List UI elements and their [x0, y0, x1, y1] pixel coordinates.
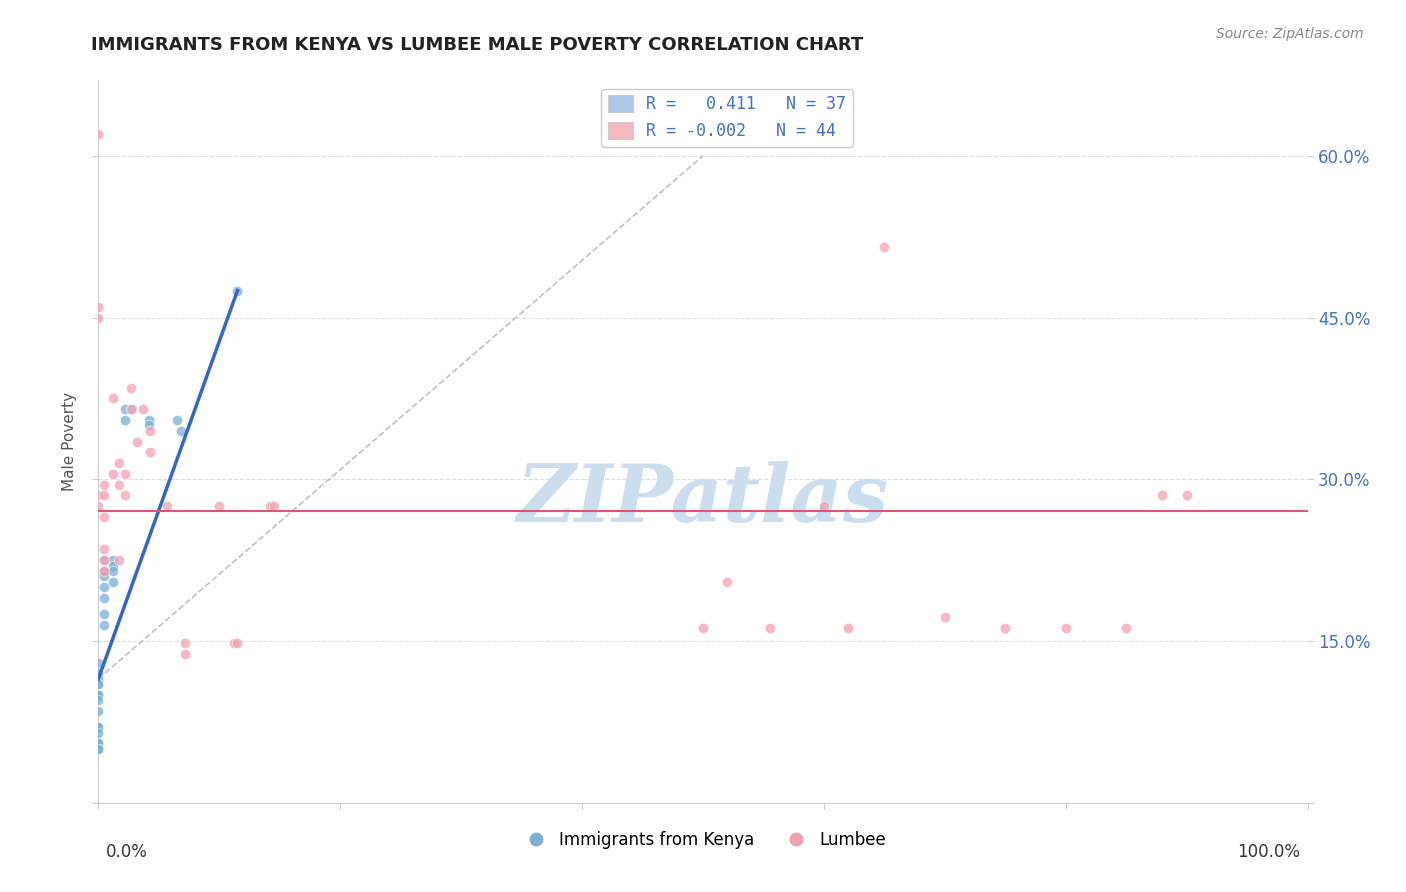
Point	[87, 500, 110, 514]
Point	[108, 456, 131, 470]
Point	[93, 553, 115, 567]
Point	[259, 500, 281, 514]
Point	[127, 434, 149, 449]
Point	[166, 413, 188, 427]
Point	[138, 413, 160, 427]
Point	[1115, 621, 1137, 635]
Point	[120, 402, 142, 417]
Point	[87, 672, 110, 686]
Point	[93, 618, 115, 632]
Point	[87, 720, 110, 734]
Point	[87, 737, 110, 751]
Y-axis label: Male Poverty: Male Poverty	[62, 392, 77, 491]
Point	[108, 553, 131, 567]
Point	[93, 569, 115, 583]
Point	[108, 477, 131, 491]
Point	[1175, 488, 1198, 502]
Point	[138, 418, 160, 433]
Point	[226, 284, 249, 298]
Point	[114, 413, 136, 427]
Point	[263, 500, 285, 514]
Point	[87, 656, 110, 670]
Point	[101, 467, 124, 481]
Point	[132, 402, 155, 417]
Point	[139, 424, 162, 438]
Point	[174, 647, 197, 661]
Point	[87, 666, 110, 681]
Text: Source: ZipAtlas.com: Source: ZipAtlas.com	[1216, 27, 1364, 41]
Point	[101, 558, 124, 573]
Point	[934, 610, 956, 624]
Text: IMMIGRANTS FROM KENYA VS LUMBEE MALE POVERTY CORRELATION CHART: IMMIGRANTS FROM KENYA VS LUMBEE MALE POV…	[91, 36, 863, 54]
Point	[120, 381, 142, 395]
Point	[716, 574, 738, 589]
Point	[101, 564, 124, 578]
Point	[93, 553, 115, 567]
Point	[101, 574, 124, 589]
Point	[87, 742, 110, 756]
Point	[758, 621, 780, 635]
Point	[93, 477, 115, 491]
Point	[1054, 621, 1077, 635]
Text: 100.0%: 100.0%	[1237, 843, 1301, 861]
Point	[87, 688, 110, 702]
Point	[837, 621, 859, 635]
Point	[139, 445, 162, 459]
Point	[169, 424, 191, 438]
Point	[208, 500, 231, 514]
Text: ZIPatlas: ZIPatlas	[517, 460, 889, 538]
Point	[87, 737, 110, 751]
Legend: Immigrants from Kenya, Lumbee: Immigrants from Kenya, Lumbee	[513, 824, 893, 856]
Point	[121, 402, 143, 417]
Point	[87, 488, 110, 502]
Point	[93, 580, 115, 594]
Point	[994, 621, 1017, 635]
Point	[87, 677, 110, 691]
Point	[114, 467, 136, 481]
Point	[1152, 488, 1174, 502]
Point	[101, 392, 124, 406]
Point	[87, 725, 110, 739]
Point	[93, 542, 115, 557]
Point	[114, 488, 136, 502]
Point	[93, 564, 115, 578]
Point	[87, 720, 110, 734]
Point	[101, 553, 124, 567]
Point	[114, 402, 136, 417]
Point	[93, 564, 115, 578]
Point	[87, 310, 110, 325]
Point	[222, 636, 245, 650]
Point	[87, 704, 110, 718]
Point	[87, 300, 110, 314]
Point	[87, 666, 110, 681]
Point	[87, 742, 110, 756]
Point	[174, 636, 197, 650]
Point	[156, 500, 179, 514]
Point	[813, 500, 835, 514]
Point	[873, 240, 896, 254]
Point	[87, 677, 110, 691]
Point	[93, 488, 115, 502]
Point	[87, 127, 110, 141]
Text: 0.0%: 0.0%	[105, 843, 148, 861]
Point	[87, 693, 110, 707]
Point	[93, 510, 115, 524]
Point	[87, 688, 110, 702]
Point	[226, 636, 249, 650]
Point	[87, 688, 110, 702]
Point	[93, 591, 115, 605]
Point	[93, 607, 115, 621]
Point	[692, 621, 714, 635]
